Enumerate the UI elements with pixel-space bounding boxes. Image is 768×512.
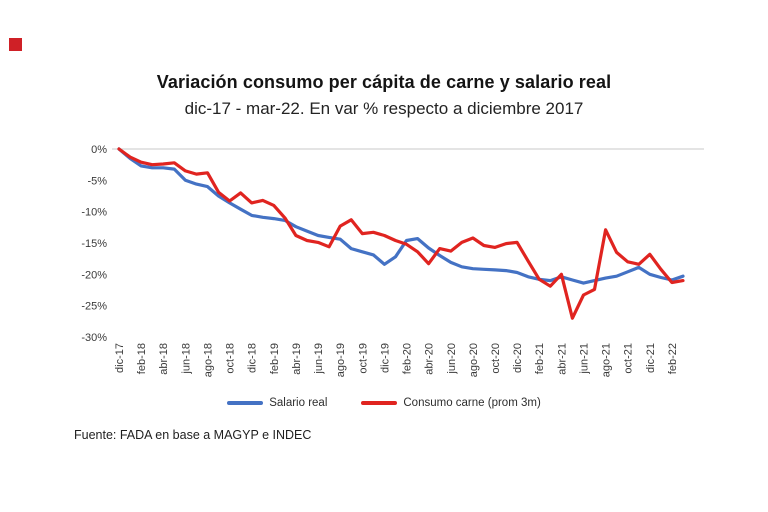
x-tick-label: jun-18 (180, 343, 192, 375)
x-tick-label: feb-21 (534, 343, 546, 374)
chart-subtitle: dic-17 - mar-22. En var % respecto a dic… (184, 99, 584, 118)
consumo-carne-line (117, 147, 685, 320)
salario-real-line (117, 147, 685, 285)
y-tick-label: -20% (81, 269, 107, 281)
logo-mark (9, 38, 22, 51)
x-tick-label: abr-20 (424, 343, 436, 375)
x-tick-label: oct-21 (623, 343, 635, 374)
x-tick-label: dic-20 (512, 343, 524, 373)
x-tick-label: abr-18 (158, 343, 170, 375)
y-tick-label: -25% (81, 301, 107, 313)
legend-line-marker (227, 401, 264, 405)
x-tick-label: jun-19 (313, 343, 325, 375)
x-tick-label: dic-21 (645, 343, 657, 373)
y-tick-label: 0% (91, 144, 107, 156)
x-tick-label: dic-18 (247, 343, 259, 373)
x-tick-label: ago-20 (468, 343, 480, 377)
x-tick-label: ago-19 (335, 343, 347, 377)
x-tick-label: ago-21 (601, 343, 613, 377)
x-tick-label: feb-18 (136, 343, 148, 374)
x-tick-label: oct-19 (357, 343, 369, 374)
source-note: Fuente: FADA en base a MAGYP e INDEC (74, 428, 312, 442)
x-tick-label: abr-21 (556, 343, 568, 375)
x-tick-label: jun-20 (446, 343, 458, 375)
legend-line-marker (361, 401, 398, 405)
y-tick-label: -10% (81, 207, 107, 219)
y-tick-label: -15% (81, 238, 107, 250)
legend-item: Consumo carne (prom 3m) (361, 397, 541, 409)
y-tick-label: -5% (87, 175, 107, 187)
x-tick-label: dic-19 (379, 343, 391, 373)
x-tick-label: jun-21 (578, 343, 590, 375)
x-tick-label: feb-20 (402, 343, 414, 374)
legend-label: Consumo carne (prom 3m) (403, 397, 541, 409)
x-tick-label: feb-22 (667, 343, 679, 374)
x-tick-label: abr-19 (291, 343, 303, 375)
x-tick-label: dic-17 (114, 343, 126, 373)
x-tick-label: oct-20 (490, 343, 502, 374)
y-tick-label: -30% (81, 332, 107, 344)
legend: Salario real Consumo carne (prom 3m) (0, 397, 768, 409)
legend-item: Salario real (227, 397, 327, 409)
x-tick-label: feb-19 (269, 343, 281, 374)
x-tick-label: ago-18 (202, 343, 214, 377)
chart-title: Variación consumo per cápita de carne y … (156, 72, 612, 92)
x-tick-label: oct-18 (225, 343, 237, 374)
legend-label: Salario real (269, 397, 328, 409)
